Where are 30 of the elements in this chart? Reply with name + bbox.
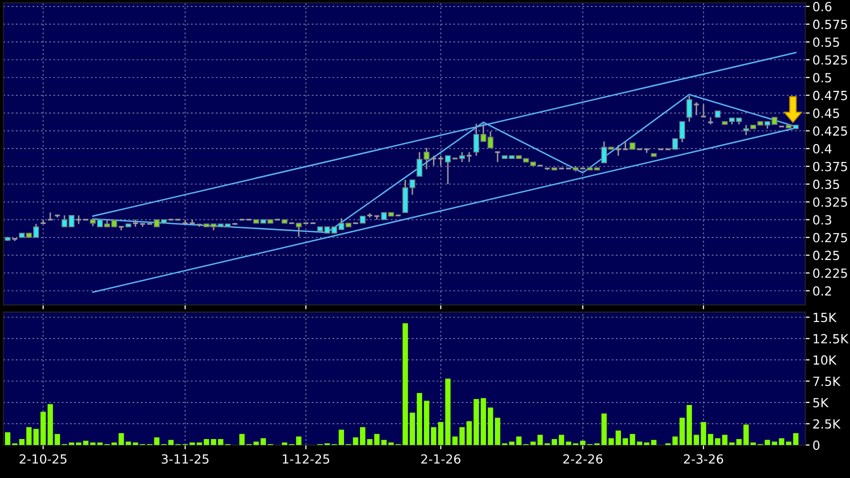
y-tick-label: 0.5 <box>813 72 832 82</box>
y-tick-label: 2.5K <box>813 419 841 429</box>
y-tick-label: 15K <box>814 312 837 322</box>
x-tick-label: 3-11-25 <box>162 454 208 464</box>
y-tick-label: 0.6 <box>813 2 832 12</box>
y-tick-label: 5K <box>813 398 829 408</box>
y-tick-label: 0.55 <box>813 37 840 47</box>
y-tick-label: 0.225 <box>813 268 848 278</box>
y-tick-label: 0.2 <box>813 286 831 296</box>
y-tick-label: 0.4 <box>813 144 832 154</box>
y-tick-label: 0.3 <box>813 215 832 225</box>
y-tick-label: 0.45 <box>813 108 840 118</box>
x-tick-label: 2-2-26 <box>563 454 602 464</box>
y-tick-label: 0 <box>813 440 820 450</box>
y-tick-label: 12.5K <box>814 334 849 344</box>
y-tick-label: 0.35 <box>813 180 840 190</box>
y-tick-label: 0.375 <box>813 162 848 172</box>
y-tick-label: 0.525 <box>813 55 848 65</box>
x-tick-label: 2-1-26 <box>421 454 460 464</box>
y-tick-label: 0.475 <box>813 90 848 100</box>
y-tick-label: 0.325 <box>813 197 848 207</box>
y-tick-label: 10K <box>814 355 837 365</box>
y-tick-label: 0.425 <box>813 126 848 136</box>
x-tick-label: 2-3-26 <box>684 454 724 464</box>
y-tick-label: 0.25 <box>813 250 840 260</box>
y-tick-label: 0.275 <box>813 232 848 242</box>
x-tick-label: 2-10-25 <box>20 454 66 464</box>
x-tick-label: 1-12-25 <box>282 454 330 464</box>
y-tick-label: 0.575 <box>813 20 848 30</box>
y-tick-label: 7.5K <box>813 376 841 386</box>
